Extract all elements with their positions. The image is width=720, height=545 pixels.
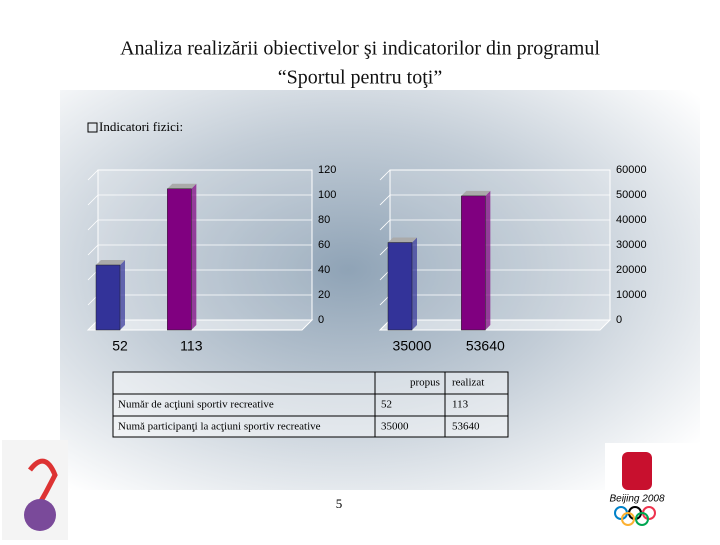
data-label: 52 <box>112 338 128 354</box>
photo-background <box>60 90 700 490</box>
y-tick-label: 0 <box>616 314 622 326</box>
data-label: 35000 <box>393 338 432 354</box>
bar <box>461 195 486 331</box>
grid-line <box>87 194 312 206</box>
cell: 53640 <box>452 421 480 433</box>
bar-top <box>461 190 491 196</box>
bar-side <box>485 190 491 330</box>
y-tick-label: 40 <box>318 264 330 276</box>
logo-text: Beijing 2008 <box>609 494 664 505</box>
column-header: propus <box>410 377 440 389</box>
y-tick-label: 40000 <box>616 214 647 226</box>
bar-side <box>412 237 417 330</box>
y-tick-label: 60 <box>318 239 330 251</box>
y-tick-label: 120 <box>318 164 336 176</box>
bar-top <box>167 183 197 189</box>
cell: 113 <box>452 399 469 411</box>
y-tick-label: 80 <box>318 214 330 226</box>
bar <box>95 264 121 331</box>
page-number: 5 <box>336 496 343 511</box>
grid-line <box>379 219 610 231</box>
logo-globe <box>24 499 56 531</box>
bullet <box>87 122 98 133</box>
table: propus realizat Număr de acţiuni sportiv r… <box>112 371 509 438</box>
cell: 35000 <box>381 421 409 433</box>
grid-line <box>87 219 312 231</box>
grid-line <box>87 169 312 181</box>
grid-line <box>379 169 610 181</box>
y-tick-label: 0 <box>318 314 324 326</box>
y-tick-label: 50000 <box>616 189 647 201</box>
bar-side <box>191 183 197 330</box>
y-tick-label: 60000 <box>616 164 647 176</box>
cell: 52 <box>381 399 392 411</box>
bar-side <box>120 260 125 330</box>
bar <box>167 188 192 331</box>
olympic-rings <box>614 506 656 526</box>
column-header: realizat <box>452 377 484 389</box>
y-tick-label: 10000 <box>616 289 647 301</box>
subtitle: “Sportul pentru toţi” <box>278 67 442 89</box>
bar-top <box>96 260 125 265</box>
y-tick-label: 20 <box>318 289 330 301</box>
data-label: 53640 <box>466 338 505 354</box>
grid-line <box>379 194 610 206</box>
logo-emblem <box>622 452 652 490</box>
right-logo: Beijing 2008 <box>605 443 720 540</box>
y-tick-label: 100 <box>318 189 336 201</box>
section-heading: Indicatori fizici: <box>99 119 183 134</box>
y-tick-label: 30000 <box>616 239 647 251</box>
y-tick-label: 20000 <box>616 264 647 276</box>
bar <box>387 242 413 331</box>
title: Analiza realizării obiectivelor şi indic… <box>120 38 600 60</box>
table-frame <box>112 371 509 438</box>
row-label: Numă participanţi la acţiuni sportiv rec… <box>118 421 321 433</box>
row-label: Număr de acţiuni sportiv recreative <box>118 399 274 411</box>
bar-top <box>388 237 417 243</box>
grid-line <box>87 244 312 256</box>
left-logo <box>2 440 68 540</box>
data-label: 113 <box>180 338 203 354</box>
